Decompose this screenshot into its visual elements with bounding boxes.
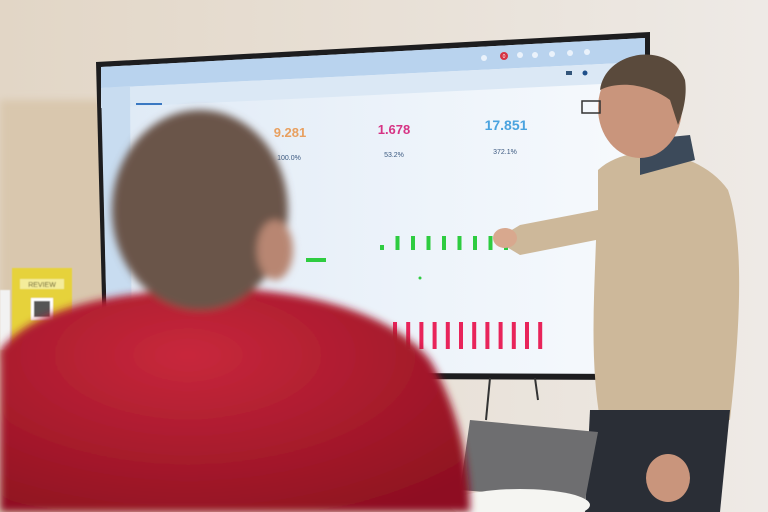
tab-underline: [136, 103, 162, 105]
presenter: [493, 54, 740, 512]
green-bar: [426, 236, 431, 250]
green-bar: [411, 236, 415, 250]
kpi-percent-3: 372.1%: [493, 149, 517, 156]
kpi-value-2: 1.678: [378, 122, 411, 137]
green-bar: [395, 236, 400, 250]
settings-icon[interactable]: [582, 70, 588, 76]
pink-bar: [511, 322, 516, 349]
notification-count: 0: [503, 54, 506, 60]
print-icon[interactable]: [566, 71, 572, 75]
legend-dot: [418, 276, 422, 280]
pink-bar: [485, 322, 490, 349]
kpi-percent-1: 100.0%: [277, 155, 301, 162]
table: [450, 489, 590, 512]
pink-bar: [419, 322, 424, 349]
app-header: [101, 38, 645, 88]
pink-bar: [472, 322, 477, 349]
green-bar: [442, 236, 446, 250]
green-marker: [306, 258, 326, 262]
chair: [460, 420, 598, 500]
foreground-person: [0, 110, 470, 512]
pink-bar: [406, 322, 411, 349]
pink-bar: [459, 322, 463, 349]
kpi-value-1: 9.281: [274, 125, 307, 140]
pink-bar: [538, 322, 543, 349]
pink-bar: [432, 322, 437, 349]
pink-bar: [498, 322, 503, 349]
green-bar: [380, 245, 384, 250]
green-bar: [457, 236, 462, 250]
notification-icon[interactable]: [500, 52, 508, 60]
kpi-value-3: 17.851: [485, 117, 528, 133]
app-toolbar: [101, 62, 645, 108]
pink-bar: [525, 322, 529, 349]
pink-bar: [445, 322, 450, 349]
header-icons: [481, 49, 590, 61]
tv-cable: [534, 377, 539, 401]
green-bar: [473, 236, 477, 250]
tv-stand: [485, 377, 491, 421]
kpi-percent-2: 53.2%: [384, 152, 404, 159]
glasses-icon: [581, 100, 601, 114]
booklet-label: REVIEW: [28, 282, 56, 289]
green-bar-chart: [380, 236, 508, 250]
green-bar: [488, 236, 493, 250]
